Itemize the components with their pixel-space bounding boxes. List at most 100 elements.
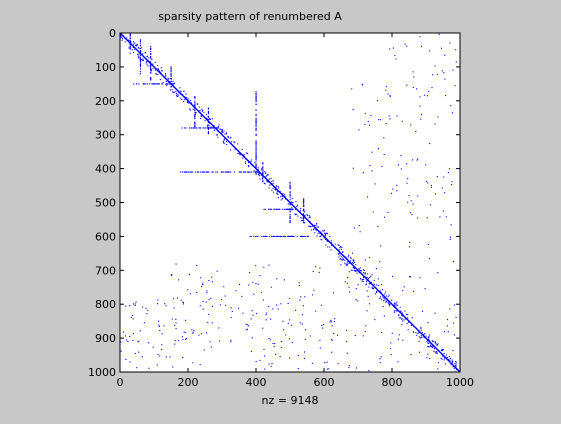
nonzero-point — [442, 349, 444, 351]
nonzero-point — [261, 169, 263, 171]
nonzero-point — [154, 61, 156, 63]
nonzero-point — [169, 77, 171, 80]
nonzero-point — [172, 85, 174, 87]
nonzero-point — [450, 236, 452, 238]
nonzero-point — [194, 100, 196, 102]
nonzero-point — [298, 282, 300, 284]
nonzero-point — [376, 100, 379, 102]
nonzero-point — [242, 312, 244, 314]
nonzero-point — [129, 40, 131, 42]
nonzero-point — [363, 269, 365, 271]
nonzero-point — [286, 208, 288, 210]
nonzero-point — [302, 305, 304, 307]
nonzero-point — [158, 320, 160, 322]
nonzero-point — [224, 138, 226, 140]
nonzero-point — [203, 171, 205, 173]
nonzero-point — [381, 283, 383, 286]
nonzero-point — [124, 41, 126, 43]
nonzero-point — [207, 115, 209, 117]
nonzero-point — [255, 170, 257, 172]
nonzero-point — [355, 264, 357, 266]
nonzero-point — [224, 305, 227, 307]
nonzero-point — [439, 216, 441, 218]
nonzero-point — [230, 339, 232, 341]
nonzero-point — [191, 329, 193, 331]
nonzero-point — [445, 357, 447, 359]
nonzero-point — [147, 309, 149, 311]
nonzero-point — [451, 360, 453, 362]
nonzero-point — [129, 335, 131, 338]
nonzero-point — [385, 300, 387, 302]
nonzero-point — [272, 235, 275, 237]
nonzero-point — [383, 153, 385, 156]
nonzero-point — [323, 237, 325, 239]
nonzero-point — [190, 102, 192, 104]
nonzero-point — [152, 83, 154, 85]
nonzero-point — [136, 45, 138, 47]
nonzero-point — [182, 339, 184, 341]
nonzero-point — [326, 240, 328, 242]
nonzero-point — [289, 216, 291, 219]
nonzero-point — [208, 124, 210, 126]
x-tick-label: 600 — [314, 376, 335, 389]
nonzero-point — [406, 322, 408, 324]
nonzero-point — [191, 103, 193, 105]
nonzero-point — [161, 344, 163, 346]
nonzero-point — [154, 83, 156, 85]
nonzero-point — [297, 354, 299, 356]
nonzero-point — [340, 256, 342, 258]
nonzero-point — [454, 85, 456, 87]
nonzero-point — [348, 261, 350, 263]
nonzero-point — [120, 341, 122, 343]
nonzero-point — [230, 136, 232, 138]
nonzero-point — [395, 58, 397, 60]
nonzero-point — [306, 214, 308, 216]
nonzero-point — [356, 272, 358, 274]
nonzero-point — [132, 51, 134, 53]
nonzero-point — [423, 333, 425, 335]
nonzero-point — [406, 182, 408, 184]
nonzero-point — [193, 106, 195, 108]
nonzero-point — [255, 165, 257, 167]
nonzero-point — [393, 304, 396, 307]
nonzero-point — [132, 318, 134, 320]
nonzero-point — [175, 328, 177, 330]
nonzero-point — [211, 281, 213, 283]
nonzero-point — [352, 259, 354, 261]
nonzero-point — [150, 58, 152, 60]
nonzero-point — [426, 357, 428, 359]
nonzero-point — [229, 171, 232, 173]
nonzero-point — [190, 127, 193, 129]
nonzero-point — [362, 272, 364, 274]
nonzero-point — [303, 351, 306, 353]
nonzero-point — [291, 235, 293, 237]
nonzero-point — [276, 192, 278, 194]
nonzero-point — [412, 203, 414, 205]
nonzero-point — [269, 208, 271, 210]
nonzero-point — [321, 230, 323, 232]
nonzero-point — [221, 130, 223, 132]
nonzero-point — [380, 292, 382, 294]
nonzero-point — [253, 235, 255, 237]
nonzero-point — [430, 186, 433, 188]
nonzero-point — [147, 60, 149, 62]
nonzero-point — [384, 299, 386, 301]
nonzero-point — [150, 78, 152, 80]
nonzero-point — [433, 340, 435, 343]
nonzero-point — [382, 300, 385, 302]
nonzero-point — [323, 232, 326, 234]
nonzero-point — [385, 85, 388, 87]
nonzero-point — [348, 286, 350, 288]
nonzero-point — [300, 217, 302, 219]
nonzero-point — [438, 33, 440, 35]
nonzero-point — [287, 208, 289, 210]
nonzero-point — [304, 222, 306, 224]
nonzero-point — [185, 127, 187, 129]
nonzero-point — [199, 171, 201, 173]
nonzero-point — [126, 37, 128, 39]
nonzero-point — [323, 229, 325, 231]
nonzero-point — [209, 341, 211, 343]
nonzero-point — [280, 196, 282, 198]
nonzero-point — [369, 164, 371, 166]
